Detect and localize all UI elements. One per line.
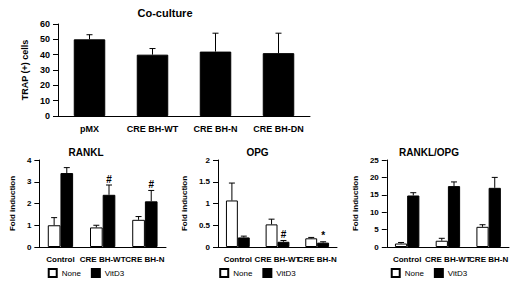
svg-text:CRE BH-WT: CRE BH-WT [255,255,301,264]
svg-text:CRE BH-WT: CRE BH-WT [127,124,179,134]
svg-text:0: 0 [27,243,32,252]
svg-text:2: 2 [206,156,211,165]
svg-text:Co-culture: Co-culture [138,7,193,19]
svg-text:5: 5 [374,225,379,234]
svg-text:Fold induction: Fold induction [180,176,189,231]
svg-text:Control: Control [393,255,421,264]
svg-text:pMX: pMX [80,124,99,134]
svg-text:#: # [281,229,287,240]
svg-text:1: 1 [206,199,211,208]
svg-text:0: 0 [45,111,50,121]
svg-text:2: 2 [27,199,32,208]
svg-text:TRAP (+) cells: TRAP (+) cells [20,40,30,101]
svg-text:None: None [405,269,425,278]
svg-text:60: 60 [40,19,50,29]
svg-text:VitD3: VitD3 [105,269,125,278]
svg-text:50: 50 [40,34,50,44]
svg-text:Fold induction: Fold induction [8,176,17,231]
svg-text:20: 20 [370,173,379,182]
svg-text:VitD3: VitD3 [276,269,296,278]
svg-text:1: 1 [27,221,32,230]
svg-text:40: 40 [40,50,50,60]
svg-text:CRE BH-N: CRE BH-N [469,255,508,264]
svg-text:None: None [233,269,253,278]
svg-text:CRE BH-N: CRE BH-N [194,124,238,134]
svg-text:1.5: 1.5 [199,177,211,186]
svg-text:10: 10 [370,208,379,217]
svg-text:RANKL/OPG: RANKL/OPG [399,147,459,158]
svg-text:20: 20 [40,80,50,90]
svg-text:Control: Control [46,255,74,264]
svg-text:CRE BH-WT: CRE BH-WT [425,255,471,264]
svg-text:CRE BH-DN: CRE BH-DN [253,124,304,134]
svg-text:CRE BH-WT: CRE BH-WT [80,255,126,264]
svg-text:Control: Control [224,255,252,264]
svg-text:15: 15 [370,190,379,199]
svg-text:OPG: OPG [246,147,268,158]
svg-text:Fold induction: Fold induction [351,176,360,231]
svg-text:RANKL: RANKL [69,147,104,158]
svg-text:10: 10 [40,96,50,106]
svg-text:#: # [148,179,154,190]
svg-text:3: 3 [27,177,32,186]
svg-text:0.5: 0.5 [199,221,211,230]
svg-text:*: * [321,230,325,241]
svg-text:4: 4 [27,156,32,165]
svg-text:None: None [62,269,82,278]
svg-text:CRE BH-N: CRE BH-N [125,255,164,264]
svg-text:CRE BH-N: CRE BH-N [298,255,337,264]
svg-text:0: 0 [374,243,379,252]
svg-text:25: 25 [370,156,379,165]
svg-text:30: 30 [40,65,50,75]
svg-text:VitD3: VitD3 [448,269,468,278]
svg-text:#: # [106,174,112,185]
svg-text:0: 0 [206,243,211,252]
